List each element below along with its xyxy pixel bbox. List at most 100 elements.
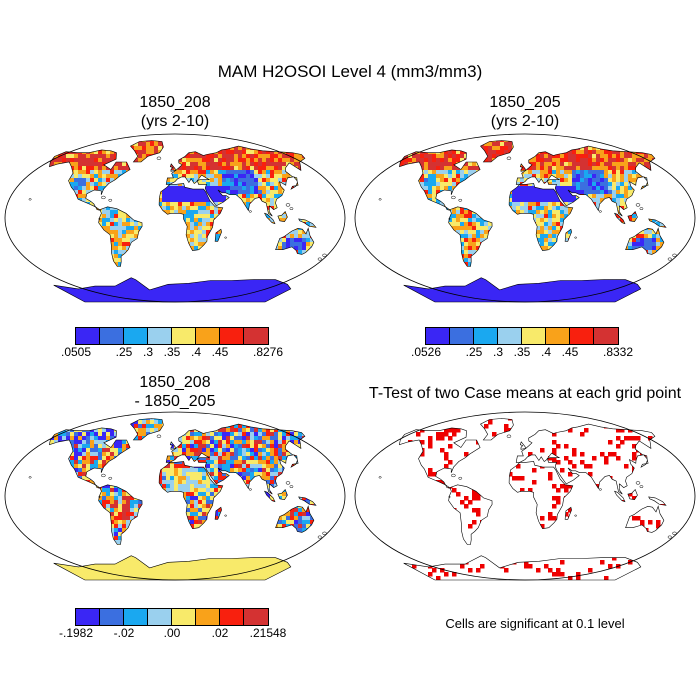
grid-cell	[432, 142, 437, 147]
grid-cell	[432, 134, 437, 139]
grid-cell	[556, 174, 561, 179]
grid-cell	[628, 166, 633, 171]
grid-cell	[42, 154, 47, 159]
grid-cell	[632, 214, 637, 219]
grid-cell	[460, 218, 465, 223]
grid-cell	[194, 234, 199, 239]
grid-cell	[110, 218, 115, 223]
grid-cell	[230, 162, 235, 167]
grid-cell	[110, 154, 115, 159]
grid-cell	[612, 194, 617, 199]
island	[108, 198, 113, 202]
grid-cell	[110, 166, 115, 171]
grid-cell	[106, 134, 111, 139]
grid-cell	[420, 162, 425, 167]
grid-cell	[94, 154, 99, 159]
grid-cell	[102, 218, 107, 223]
grid-cell	[564, 166, 569, 171]
grid-cell	[588, 174, 593, 179]
grid-cell	[444, 158, 449, 163]
grid-cell	[258, 178, 263, 183]
grid-cell	[456, 218, 461, 223]
figure-title: MAM H2OSOI Level 4 (mm3/mm3)	[217, 62, 483, 81]
grid-cell	[532, 186, 537, 191]
grid-cell	[214, 198, 219, 203]
grid-cell	[98, 130, 103, 135]
grid-cell	[94, 166, 99, 171]
grid-cell	[126, 166, 131, 171]
grid-cell	[556, 214, 561, 219]
grid-cell	[78, 162, 83, 167]
grid-cell	[508, 142, 513, 147]
grid-cell	[118, 238, 123, 243]
grid-cell	[106, 218, 111, 223]
grid-cell	[194, 214, 199, 219]
grid-cell	[202, 206, 207, 211]
grid-cell	[576, 174, 581, 179]
grid-cell	[476, 130, 481, 135]
grid-cell	[202, 294, 207, 299]
grid-cell	[202, 178, 207, 183]
grid-cell	[49, 278, 51, 283]
grid-cell	[492, 140, 497, 143]
panel-4-title: T-Test of two Case means at each grid po…	[368, 385, 682, 402]
grid-cell	[202, 226, 207, 231]
grid-cell	[106, 302, 111, 306]
grid-cell	[106, 230, 111, 235]
grid-cell	[114, 170, 119, 175]
grid-cell	[616, 166, 621, 171]
grid-cell	[616, 154, 621, 159]
grid-cell	[146, 142, 151, 147]
grid-cell	[230, 158, 235, 163]
grid-cell	[620, 178, 625, 183]
grid-cell	[102, 134, 107, 139]
grid-cell	[504, 140, 509, 143]
grid-cell	[428, 142, 433, 147]
grid-cell	[218, 162, 223, 167]
grid-cell	[616, 206, 621, 211]
grid-cell	[560, 186, 565, 191]
grid-cell	[214, 238, 219, 243]
grid-cell	[222, 290, 227, 295]
grid-cell	[242, 174, 247, 179]
grid-cell	[126, 302, 131, 306]
grid-cell	[278, 158, 283, 163]
grid-cell	[198, 130, 203, 135]
grid-cell	[94, 150, 99, 155]
grid-cell	[186, 202, 191, 207]
grid-cell	[214, 130, 219, 135]
grid-cell	[612, 182, 617, 187]
grid-cell	[174, 206, 179, 211]
grid-cell	[126, 238, 131, 243]
grid-cell	[126, 298, 131, 302]
grid-cell	[472, 162, 477, 167]
grid-cell	[444, 140, 449, 143]
grid-cell	[198, 194, 203, 199]
grid-cell	[142, 154, 147, 159]
grid-cell	[138, 158, 143, 163]
panel-1-title: 1850_208 (yrs 2-10)	[75, 93, 275, 131]
grid-cell	[246, 130, 251, 135]
grid-cell	[198, 238, 203, 243]
grid-cell	[238, 150, 243, 155]
grid-cell	[246, 278, 251, 283]
grid-cell	[158, 286, 163, 291]
grid-cell	[512, 190, 517, 195]
grid-cell	[274, 182, 279, 187]
grid-cell	[210, 206, 215, 211]
grid-cell	[278, 242, 283, 247]
grid-cell	[496, 130, 501, 135]
grid-cell	[548, 170, 553, 175]
grid-cell	[258, 154, 263, 159]
grid-cell	[246, 162, 251, 167]
grid-cell	[230, 282, 235, 287]
grid-cell	[604, 174, 609, 179]
coastline	[165, 145, 306, 217]
grid-cell	[86, 182, 91, 187]
grid-cell	[250, 178, 255, 183]
grid-cell	[596, 206, 601, 211]
grid-cell	[118, 166, 123, 171]
grid-cell	[222, 170, 227, 175]
grid-cell	[74, 186, 79, 191]
grid-cell	[436, 170, 441, 175]
